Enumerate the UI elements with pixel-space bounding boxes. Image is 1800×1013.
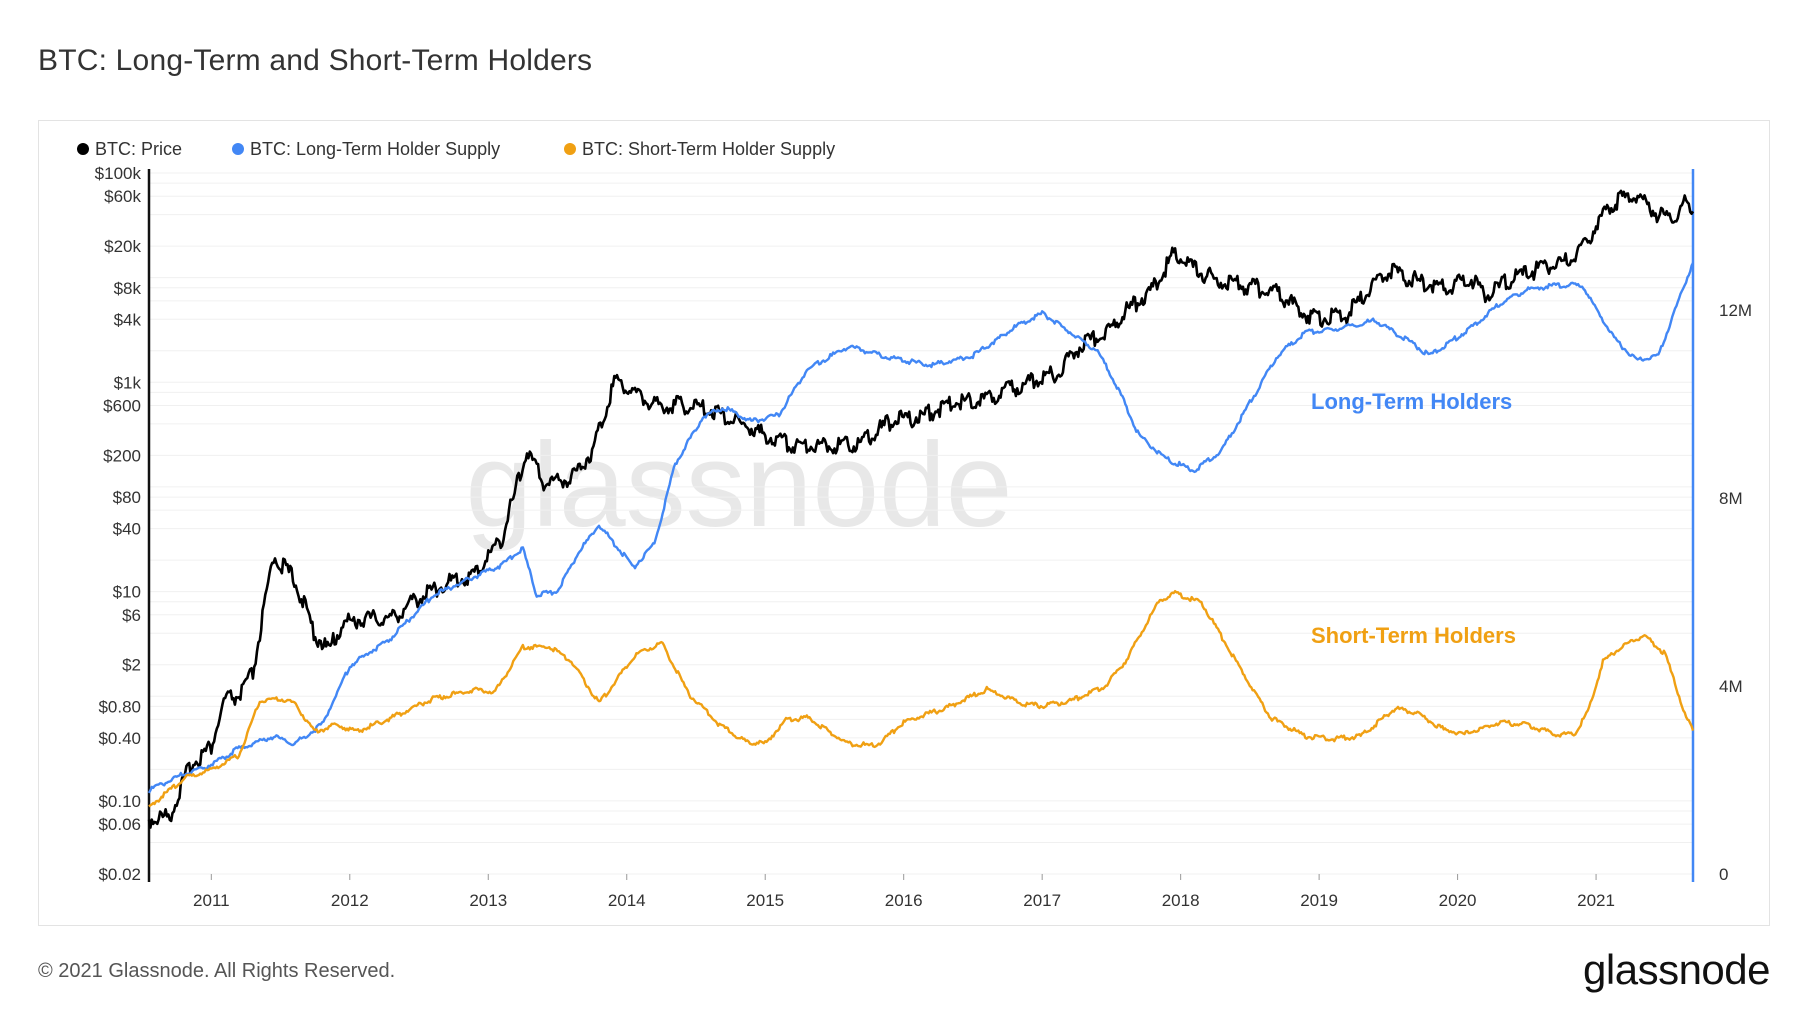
y-left-tick-label: $0.10 [98,792,141,811]
y-left-tick-label: $600 [103,397,141,416]
chart-svg: glassnode $100k $60k $20k $8k $4k $1k $600 $200… [77,139,1752,910]
y-left-tick-label: $8k [114,279,142,298]
x-tick-label: 2011 [193,891,230,910]
series-line-0 [147,189,1695,829]
series-line-1 [147,262,1695,794]
x-tick-label: 2015 [746,891,784,910]
x-tick-label: 2013 [469,891,507,910]
x-tick-label: 2019 [1300,891,1338,910]
x-tick-label: 2018 [1162,891,1200,910]
y-left-tick-label: $200 [103,446,141,465]
legend-label[interactable]: BTC: Long-Term Holder Supply [250,139,500,159]
page-title: BTC: Long-Term and Short-Term Holders [38,44,593,77]
legend-label[interactable]: BTC: Price [95,139,182,159]
y-right-tick-label: 8M [1719,489,1743,508]
legend-marker[interactable] [232,143,244,155]
y-left-tick-label: $40 [113,520,141,539]
y-left-tick-label: $10 [113,583,141,602]
y-right-tick-label: 0 [1719,865,1728,884]
legend-marker[interactable] [77,143,89,155]
chart-annotations: Long-Term Holders Short-Term Holders [1311,389,1516,648]
y-left-tick-label: $0.80 [98,697,141,716]
annotation-label: Short-Term Holders [1311,623,1516,648]
grid-lines [149,172,1693,875]
y-left-tick-label: $6 [122,606,141,625]
series-lines [147,189,1695,829]
y-left-tick-label: $0.02 [98,865,141,884]
y-left-tick-label: $4k [114,310,142,329]
x-tick-label: 2016 [885,891,923,910]
x-tick-label: 2017 [1023,891,1061,910]
copyright-text: © 2021 Glassnode. All Rights Reserved. [38,960,396,982]
chart-legend[interactable]: BTC: Price BTC: Long-Term Holder Supply BT… [77,139,835,159]
x-tick-label: 2014 [608,891,646,910]
y-right-tick-label: 12M [1719,301,1752,320]
x-tick-label: 2012 [331,891,369,910]
y-left-tick-label: $60k [104,187,141,206]
x-tick-label: 2021 [1577,891,1615,910]
chart-container: glassnode $100k $60k $20k $8k $4k $1k $600 $200… [38,120,1770,926]
y-left-tick-label: $0.06 [98,815,141,834]
y-left-tick-label: $2 [122,656,141,675]
watermark-text: glassnode [465,418,1012,552]
x-tick-label: 2020 [1439,891,1477,910]
axes: $100k $60k $20k $8k $4k $1k $600 $200 $80 $40 $10 $… [95,164,1752,910]
y-left-tick-label: $1k [114,373,142,392]
y-left-tick-label: $0.40 [98,729,141,748]
y-left-tick-label: $100k [95,164,142,183]
legend-label[interactable]: BTC: Short-Term Holder Supply [582,139,835,159]
y-left-tick-label: $80 [113,488,141,507]
annotation-label: Long-Term Holders [1311,389,1512,414]
y-right-tick-label: 4M [1719,677,1743,696]
brand-logo: glassnode [1583,946,1770,993]
y-left-tick-label: $20k [104,237,141,256]
series-line-2 [148,590,1695,808]
legend-marker[interactable] [564,143,576,155]
